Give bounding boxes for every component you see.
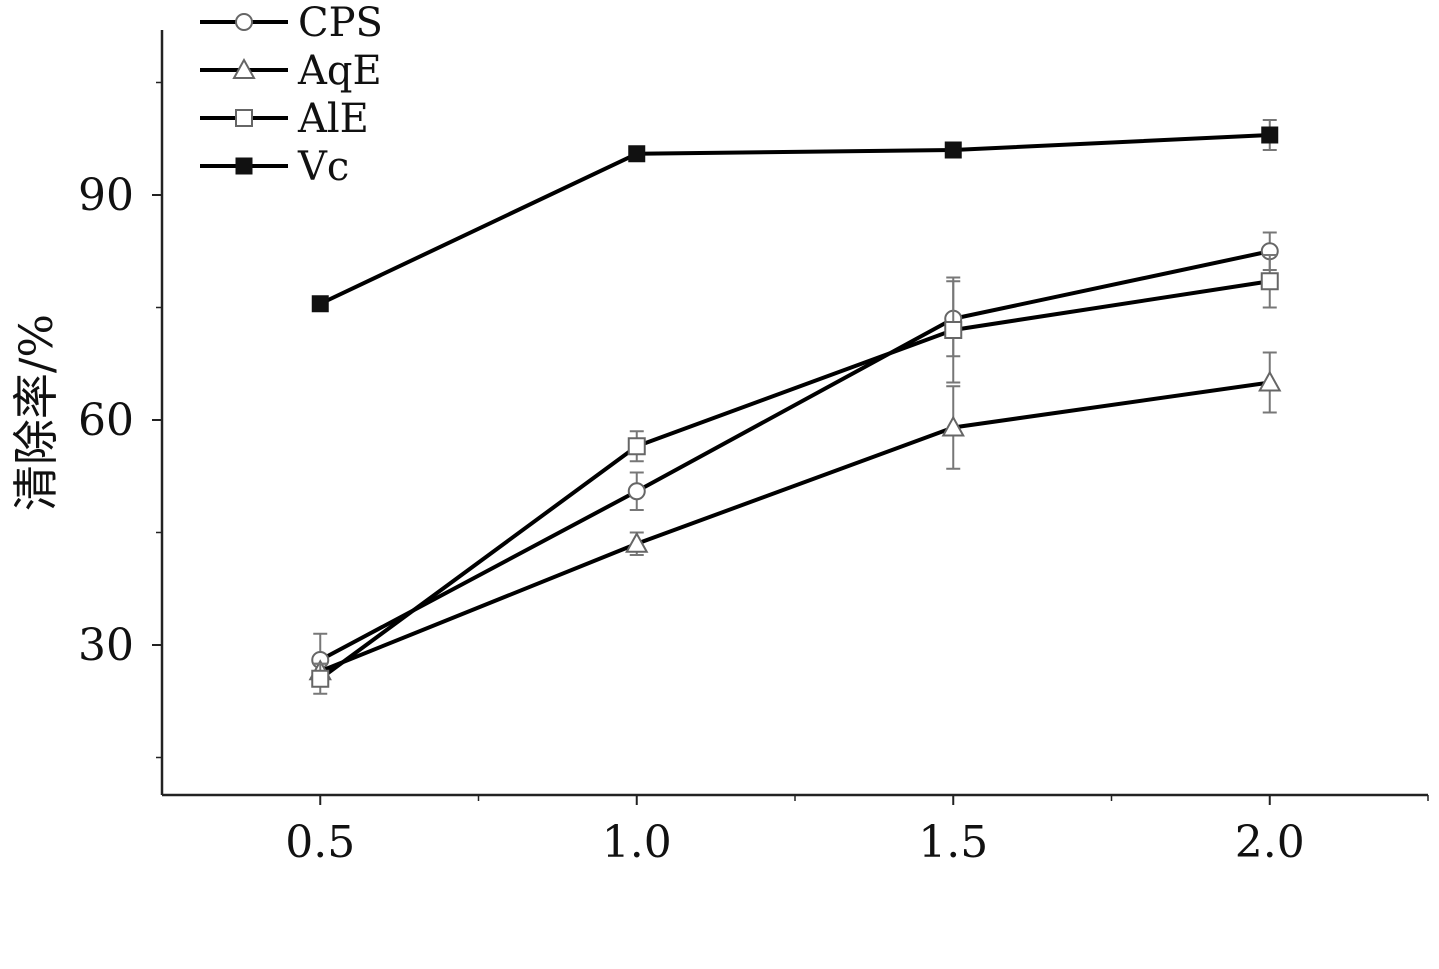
series-aqe [308,351,1282,681]
legend-marker [235,13,253,31]
data-point [311,295,329,313]
legend-label: CPS [298,0,383,46]
legend-label: Vc [297,144,349,190]
legend-marker [235,109,253,127]
x-tick-label: 1.5 [918,817,988,868]
data-point [627,482,646,501]
data-point [944,141,962,159]
legend-marker [232,57,256,79]
legend-label: AlE [297,96,369,142]
legend-item-aqe: AqE [200,48,382,94]
data-point [311,669,330,688]
x-tick-label: 1.0 [602,817,672,868]
data-point [1258,370,1282,392]
x-tick-label: 2.0 [1235,817,1305,868]
series-ale [311,254,1279,695]
series-line [319,249,1271,662]
y-tick-label: 60 [78,395,134,446]
data-point [944,321,963,339]
legend-item-ale: AlE [200,96,369,142]
y-tick-label: 90 [78,170,134,221]
legend-marker [235,157,253,175]
data-point [941,415,965,437]
data-point [1261,126,1279,144]
series-line [319,279,1271,681]
series-line [319,380,1271,674]
legend-item-cps: CPS [200,0,383,46]
data-point [627,437,646,456]
data-point [628,145,646,163]
y-axis-title: 清除率/% [9,314,63,511]
x-tick-label: 0.5 [285,817,355,868]
series-vc [311,119,1279,313]
legend-item-vc: Vc [200,144,349,190]
y-tick-label: 30 [78,620,134,671]
data-point [625,531,649,553]
series-line [319,133,1270,306]
data-point [1260,272,1279,291]
legend-label: AqE [297,48,382,94]
